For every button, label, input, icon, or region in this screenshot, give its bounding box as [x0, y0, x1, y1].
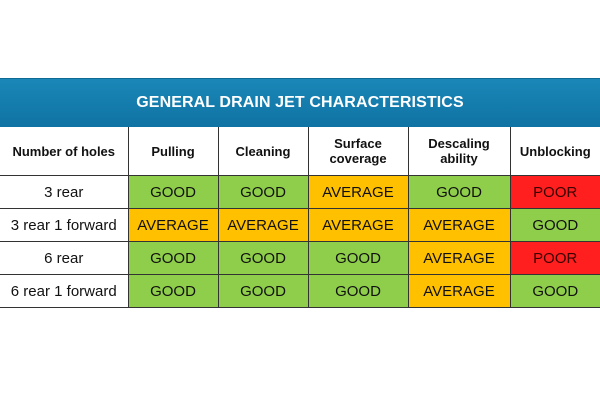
table-row: 3 rear 1 forward AVERAGE AVERAGE AVERAGE AVE… — [0, 208, 600, 242]
rating-cell-good: GOOD — [307, 274, 409, 308]
table-row: 3 rear GOOD GOOD AVERAGE GOOD POOR — [0, 175, 600, 209]
characteristics-table: GENERAL DRAIN JET CHARACTERISTICS Number… — [0, 78, 600, 308]
rating-cell-good: GOOD — [217, 274, 309, 308]
characteristics-grid: Number of holes Pulling Cleaning Surface… — [0, 127, 600, 308]
row-label: 3 rear — [0, 175, 129, 209]
row-label: 6 rear 1 forward — [0, 274, 129, 308]
column-header: Number of holes — [0, 127, 129, 176]
rating-cell-good: GOOD — [127, 175, 219, 209]
column-header: Descaling ability — [407, 127, 511, 176]
column-header: Surface coverage — [307, 127, 409, 176]
rating-cell-average: AVERAGE — [307, 208, 409, 242]
row-label: 6 rear — [0, 241, 129, 275]
rating-cell-average: AVERAGE — [127, 208, 219, 242]
rating-cell-good: GOOD — [217, 175, 309, 209]
rating-cell-good: GOOD — [217, 241, 309, 275]
table-row: 6 rear 1 forward GOOD GOOD GOOD AVERAGE GOOD — [0, 274, 600, 308]
rating-cell-good: GOOD — [407, 175, 511, 209]
rating-cell-average: AVERAGE — [307, 175, 409, 209]
header-row: Number of holes Pulling Cleaning Surface… — [0, 127, 600, 176]
rating-cell-good: GOOD — [509, 274, 600, 308]
rating-cell-good: GOOD — [127, 274, 219, 308]
table-title: GENERAL DRAIN JET CHARACTERISTICS — [0, 78, 600, 127]
rating-cell-good: GOOD — [509, 208, 600, 242]
column-header: Cleaning — [217, 127, 309, 176]
rating-cell-poor: POOR — [509, 241, 600, 275]
row-label: 3 rear 1 forward — [0, 208, 129, 242]
table-row: 6 rear GOOD GOOD GOOD AVERAGE POOR — [0, 241, 600, 275]
rating-cell-poor: POOR — [509, 175, 600, 209]
rating-cell-good: GOOD — [127, 241, 219, 275]
column-header: Unblocking — [509, 127, 600, 176]
rating-cell-average: AVERAGE — [217, 208, 309, 242]
column-header: Pulling — [127, 127, 219, 176]
rating-cell-good: GOOD — [307, 241, 409, 275]
rating-cell-average: AVERAGE — [407, 241, 511, 275]
rating-cell-average: AVERAGE — [407, 208, 511, 242]
rating-cell-average: AVERAGE — [407, 274, 511, 308]
